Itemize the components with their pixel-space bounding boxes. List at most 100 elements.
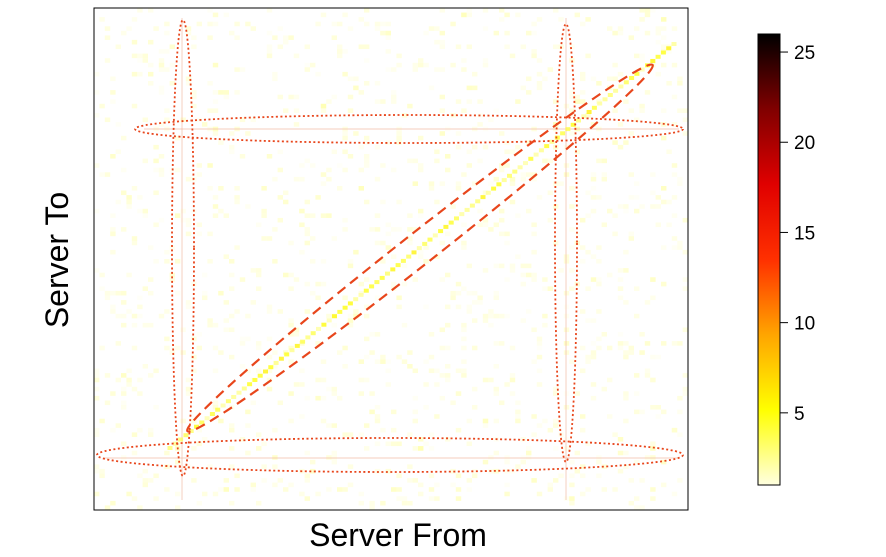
heatmap-cell [148,432,154,437]
heatmap-cell [466,263,472,269]
heatmap-cell [326,487,332,492]
heatmap-cell [175,213,181,218]
diagonal-cell [294,343,300,348]
heatmap-cell [94,71,100,77]
heatmap-cell [547,190,553,196]
heatmap-cell [450,468,456,474]
heatmap-cell [407,500,413,506]
heatmap-cell [158,62,165,68]
heatmap-cell [347,108,354,113]
heatmap-cell [229,286,235,291]
heatmap-cell [256,446,262,451]
heatmap-cell [590,354,597,360]
heatmap-cell [131,432,138,437]
heatmap-cell [191,103,197,109]
heatmap-cell [131,496,138,501]
heatmap-cell [288,332,294,337]
heatmap-cell [212,99,219,104]
diagonal-cell [618,84,624,89]
heatmap-cell [434,496,440,501]
heatmap-cell [617,268,624,273]
heatmap-cell [526,450,532,456]
heatmap-cell [666,149,672,155]
heatmap-cell [504,149,510,155]
heatmap-cell [450,21,456,27]
heatmap-cell [164,249,170,255]
heatmap-cell [412,227,418,232]
heatmap-cell [655,222,661,228]
heatmap-cell [347,26,354,31]
heatmap-cell [320,259,327,264]
heatmap-cell [585,53,591,59]
heatmap-cell [617,122,624,127]
heatmap-cell [391,99,397,104]
heatmap-cell [472,473,478,479]
heatmap-cell [677,240,683,246]
diagonal-cell [273,360,279,365]
heatmap-cell [229,500,235,506]
heatmap-cell [617,286,624,291]
heatmap-cell [461,345,467,351]
heatmap-cell [315,295,321,301]
heatmap-cell [639,350,645,355]
heatmap-cell [661,281,667,287]
heatmap-cell [310,236,316,241]
heatmap-cell [283,487,289,492]
heatmap-cell [126,199,132,205]
heatmap-cell [682,117,688,123]
heatmap-cell [536,382,543,387]
heatmap-cell [639,53,645,59]
heatmap-cell [671,236,678,241]
heatmap-cell [585,17,591,22]
heatmap-cell [153,26,159,31]
heatmap-cell [331,459,337,465]
heatmap-cell [504,30,510,36]
heatmap-cell [331,236,337,241]
heatmap-cell [385,35,391,40]
heatmap-cell [331,450,337,456]
heatmap-cell [234,309,240,314]
column-highlight-ellipse [554,23,578,463]
heatmap-cell [110,427,116,433]
heatmap-cell [153,167,159,173]
heatmap-cell [509,176,516,182]
heatmap-cell [239,336,246,342]
heatmap-cell [601,386,607,392]
heatmap-cell [650,190,656,196]
heatmap-cell [266,44,273,50]
heatmap-cell [239,117,246,123]
heatmap-cell [223,318,229,323]
heatmap-cell [266,236,273,241]
heatmap-cell [661,199,667,205]
heatmap-cell [650,446,656,451]
heatmap-cell [396,53,402,59]
heatmap-cell [407,240,413,246]
heatmap-cell [455,281,462,287]
heatmap-cell [585,249,591,255]
heatmap-cell [520,44,526,50]
heatmap-cell [590,195,597,200]
heatmap-cell [342,345,348,351]
heatmap-cell [315,71,321,77]
heatmap-cell [277,195,283,200]
heatmap-cell [396,304,402,310]
heatmap-cell [671,195,678,200]
heatmap-cell [655,405,661,410]
diagonal-cell [379,275,385,280]
diagonal-cell [613,88,619,93]
heatmap-cell [110,391,116,396]
heatmap-cell [472,181,478,186]
diagonal-cell [188,429,194,433]
diagonal-cell [597,101,603,106]
heatmap-cell [531,478,537,483]
heatmap-cell [342,149,348,155]
heatmap-cell [617,345,624,351]
heatmap-cell [326,213,332,218]
diagonal-cell [501,178,507,183]
heatmap-cell [515,213,521,218]
heatmap-cell [401,263,408,269]
heatmap-cell [445,373,451,378]
heatmap-cell [239,341,246,346]
heatmap-cell [434,482,440,488]
heatmap-cell [326,423,332,428]
